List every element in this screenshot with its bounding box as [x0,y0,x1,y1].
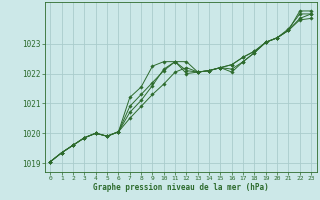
X-axis label: Graphe pression niveau de la mer (hPa): Graphe pression niveau de la mer (hPa) [93,183,269,192]
